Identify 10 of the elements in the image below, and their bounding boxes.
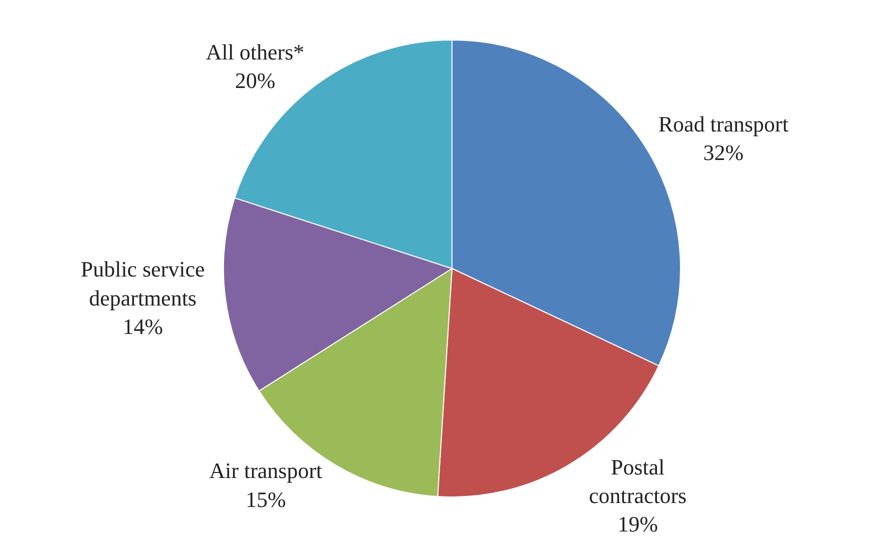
- data-label: 15%: [246, 486, 286, 512]
- data-label: 20%: [234, 68, 276, 93]
- slice-label: Public service departments: [80, 256, 205, 310]
- slice-label: All others*: [206, 39, 304, 64]
- slice-label: Postal contractors: [588, 454, 687, 508]
- slice-label: Air transport: [209, 458, 322, 484]
- data-label: 19%: [618, 512, 658, 537]
- data-label: 32%: [703, 140, 744, 166]
- data-label: 14%: [122, 314, 163, 339]
- slice-label: Road transport: [658, 112, 788, 137]
